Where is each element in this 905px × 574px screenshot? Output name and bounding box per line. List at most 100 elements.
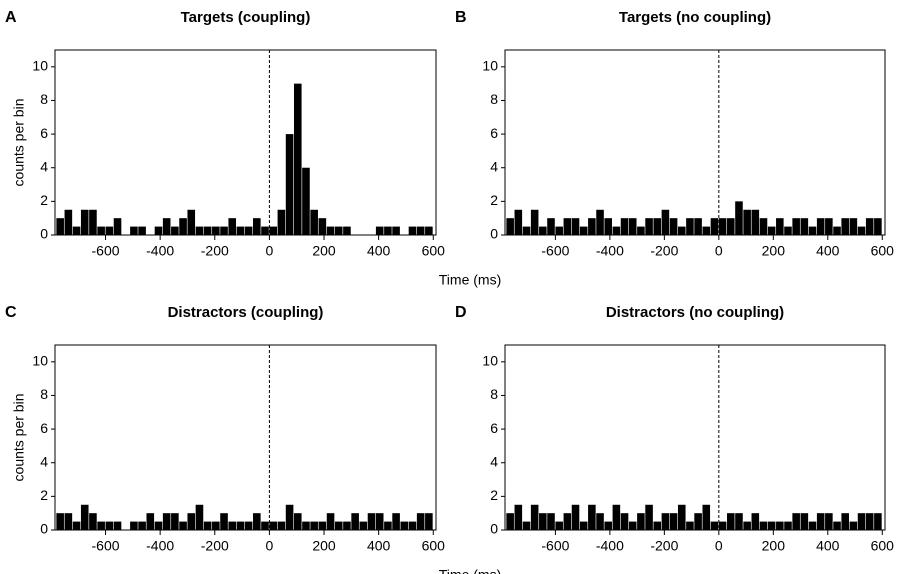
- bar: [179, 218, 187, 235]
- x-tick-label: -400: [596, 243, 624, 259]
- bar: [686, 521, 694, 530]
- bar: [506, 513, 514, 530]
- bar: [571, 504, 580, 530]
- bar: [261, 521, 269, 530]
- bar: [874, 218, 882, 235]
- bar: [195, 504, 204, 530]
- panel-title: Targets (no coupling): [619, 9, 771, 26]
- bar: [64, 513, 73, 530]
- bar: [718, 521, 727, 530]
- y-tick-label: 10: [482, 353, 498, 369]
- bar: [841, 513, 849, 530]
- bar: [171, 513, 179, 530]
- bar: [522, 226, 531, 235]
- bar: [130, 226, 138, 235]
- bar: [767, 521, 776, 530]
- bar: [865, 513, 874, 530]
- bar: [694, 513, 702, 530]
- bar: [416, 513, 425, 530]
- bar: [80, 209, 89, 235]
- panel-label: D: [455, 304, 467, 321]
- x-axis-label: Time (ms): [439, 567, 501, 574]
- bar: [351, 513, 359, 530]
- bar: [759, 218, 768, 235]
- x-tick-label: -200: [650, 538, 678, 554]
- plot-frame: [54, 344, 437, 531]
- bar: [56, 513, 64, 530]
- bar: [285, 504, 294, 530]
- y-tick-label: 4: [40, 158, 48, 174]
- y-axis-label: counts per bin: [11, 394, 27, 482]
- bar: [310, 209, 318, 235]
- x-tick-label: 200: [762, 243, 786, 259]
- bar: [285, 134, 294, 235]
- y-tick-label: 4: [490, 158, 498, 174]
- x-tick-label: -600: [541, 243, 569, 259]
- bar: [743, 521, 751, 530]
- panel-label: C: [5, 304, 17, 321]
- bar: [530, 209, 539, 235]
- bar: [710, 521, 719, 530]
- bar: [857, 226, 866, 235]
- bar: [228, 218, 237, 235]
- bar: [392, 226, 400, 235]
- bar: [171, 226, 179, 235]
- bar: [833, 521, 841, 530]
- bar: [604, 521, 612, 530]
- bar: [596, 513, 604, 530]
- bar: [310, 521, 318, 530]
- bar: [359, 521, 368, 530]
- bar: [179, 521, 187, 530]
- bar: [56, 218, 64, 235]
- bar: [702, 504, 711, 530]
- bar: [506, 218, 514, 235]
- y-tick-label: 8: [40, 386, 48, 402]
- bar: [425, 513, 433, 530]
- bar: [130, 521, 138, 530]
- plot-frame: [54, 49, 437, 236]
- bar: [759, 521, 768, 530]
- x-tick-label: 0: [265, 538, 273, 554]
- bar: [334, 226, 343, 235]
- y-tick-label: 0: [490, 521, 498, 537]
- bar: [808, 521, 817, 530]
- bar: [792, 513, 800, 530]
- bar: [833, 226, 841, 235]
- bar: [620, 513, 629, 530]
- bar: [105, 226, 114, 235]
- bar: [792, 218, 800, 235]
- bar: [72, 226, 81, 235]
- bar: [547, 513, 555, 530]
- y-tick-label: 10: [482, 58, 498, 74]
- bar: [89, 513, 97, 530]
- x-tick-label: 600: [422, 538, 446, 554]
- bar: [727, 218, 735, 235]
- y-tick-label: 0: [40, 521, 48, 537]
- x-tick-label: -200: [201, 243, 229, 259]
- bar: [522, 521, 531, 530]
- bar: [661, 209, 670, 235]
- bar: [677, 226, 686, 235]
- bar: [555, 521, 563, 530]
- y-tick-label: 6: [490, 125, 498, 141]
- x-tick-label: 200: [762, 538, 786, 554]
- bar: [800, 218, 809, 235]
- y-tick-label: 8: [40, 91, 48, 107]
- y-tick-label: 2: [490, 192, 498, 208]
- x-tick-label: 400: [816, 538, 840, 554]
- bar: [514, 209, 523, 235]
- panel-title: Distractors (coupling): [168, 304, 324, 321]
- bar: [80, 504, 89, 530]
- bar: [408, 226, 417, 235]
- bar: [588, 218, 596, 235]
- bar: [138, 226, 146, 235]
- bar: [620, 218, 629, 235]
- y-tick-label: 4: [40, 453, 48, 469]
- bar: [767, 226, 776, 235]
- bar: [776, 218, 784, 235]
- bar: [645, 504, 653, 530]
- x-tick-label: 0: [715, 538, 723, 554]
- bar: [547, 218, 555, 235]
- bar: [236, 226, 245, 235]
- bar: [588, 504, 596, 530]
